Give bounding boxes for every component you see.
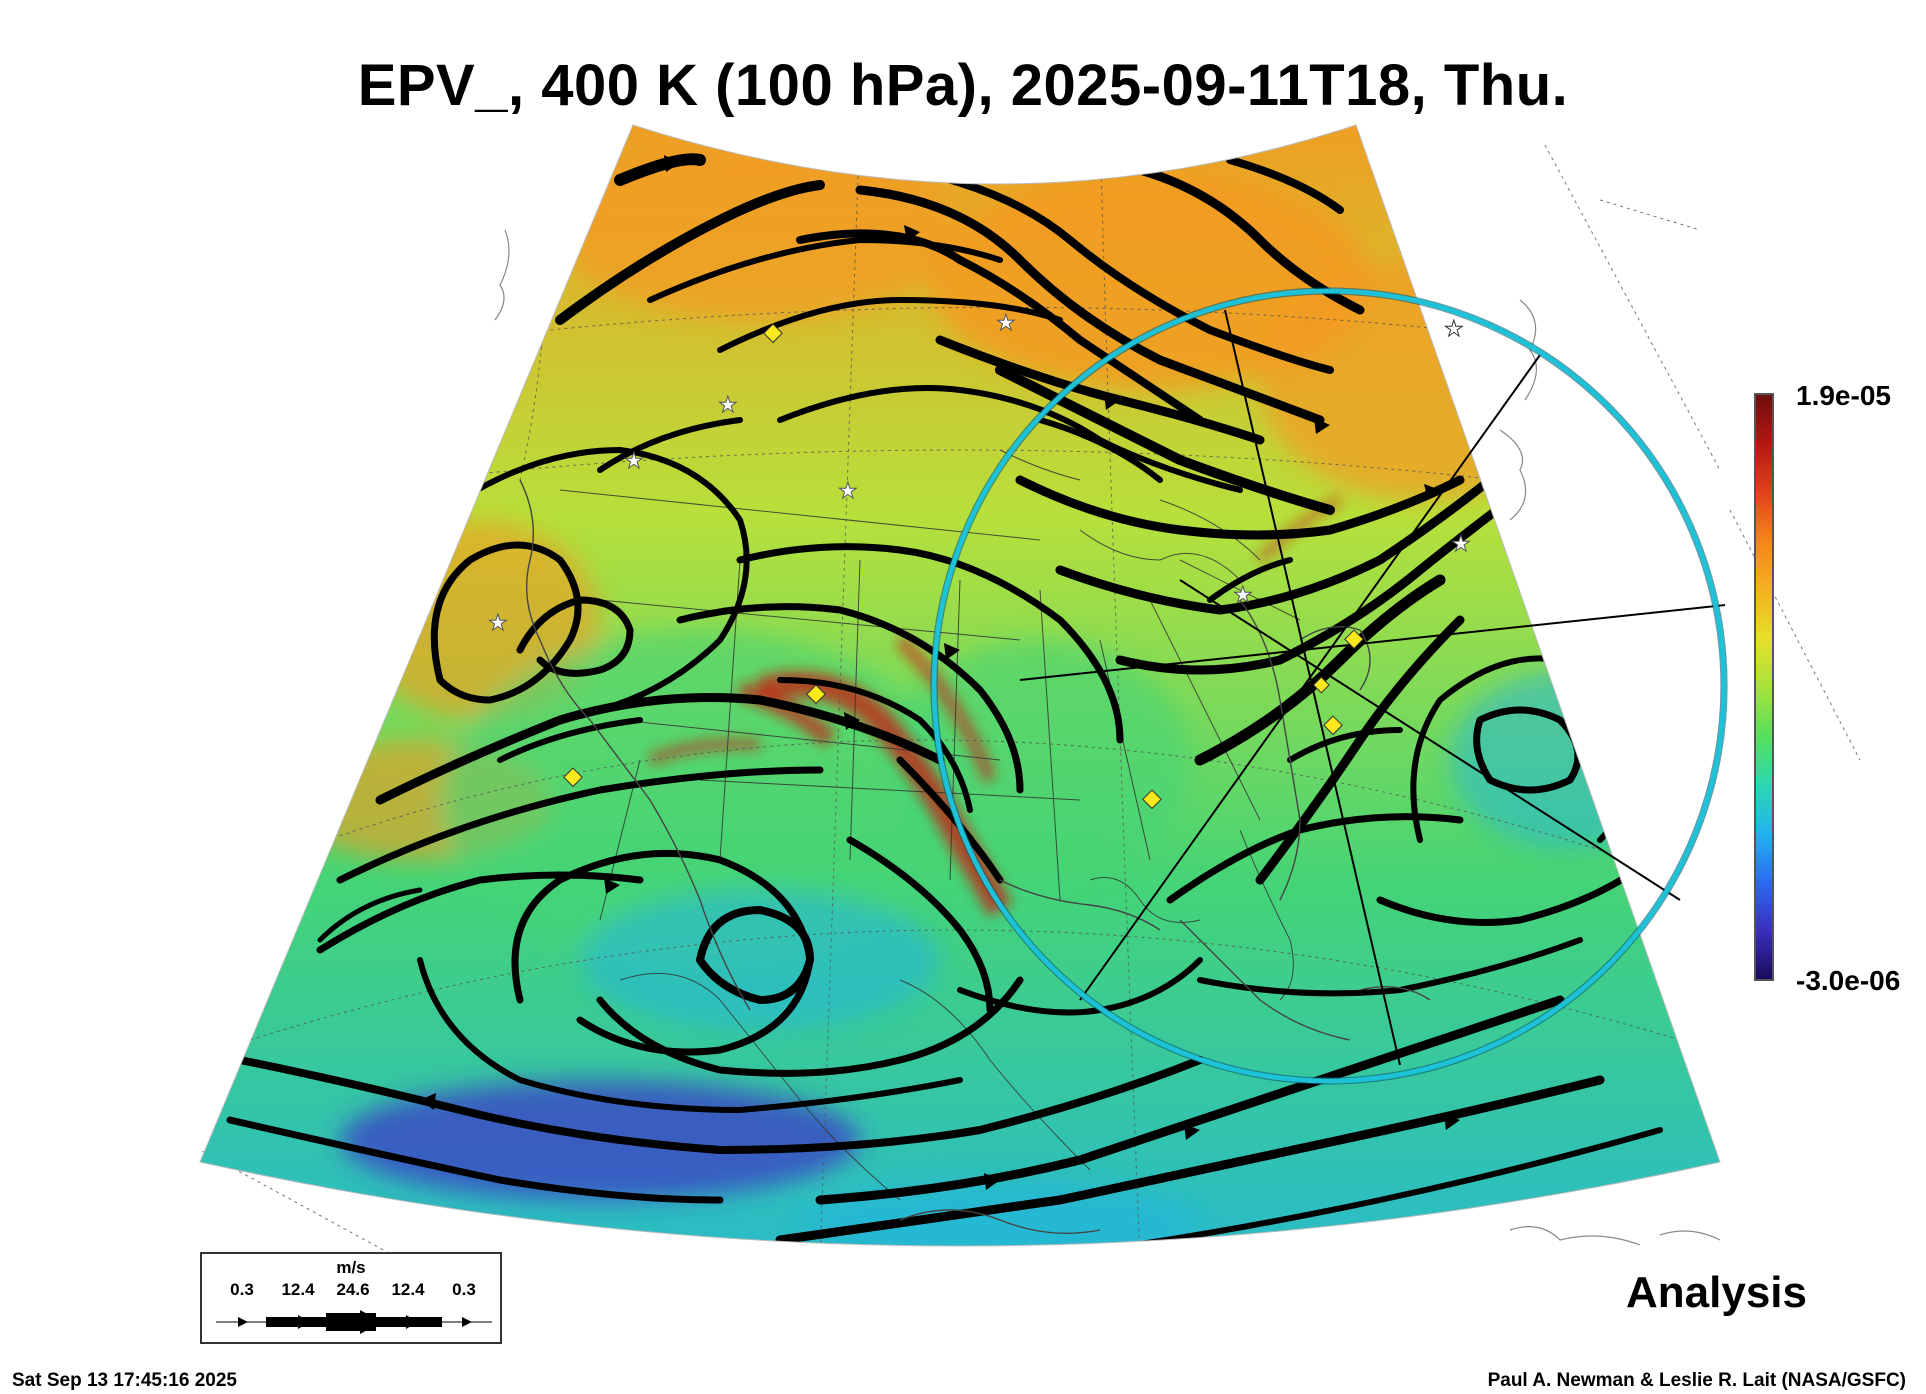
svg-text:★: ★ [996, 310, 1016, 335]
diamond-marker [1312, 676, 1330, 694]
svg-text:★: ★ [1444, 316, 1464, 341]
analysis-label: Analysis [1626, 1268, 1807, 1317]
timestamp: Sat Sep 13 17:45:16 2025 [12, 1370, 237, 1391]
legend-tick: 0.3 [230, 1280, 254, 1299]
coastlines [519, 479, 1431, 1235]
legend-tick: 0.3 [452, 1280, 476, 1299]
svg-text:★: ★ [1233, 582, 1253, 607]
colorbar-max-label: 1.9e-05 [1796, 380, 1891, 411]
diamond-marker [1142, 789, 1162, 810]
svg-text:★: ★ [1451, 531, 1471, 556]
legend-tick: 12.4 [391, 1280, 425, 1299]
station-markers [563, 323, 1364, 810]
legend-tick: 12.4 [281, 1280, 315, 1299]
satellite-range-circle [930, 287, 1728, 1085]
vector-arrowheads [420, 155, 1460, 1190]
diamond-marker [1323, 715, 1343, 736]
outer-graticule [199, 144, 1861, 1271]
svg-text:★: ★ [488, 610, 508, 635]
legend-units: m/s [336, 1258, 366, 1277]
graticule [249, 125, 1681, 1246]
map-title: EPV_, 400 K (100 hPa), 2025-09-11T18, Th… [357, 53, 1569, 118]
epv-field [200, 125, 1720, 1246]
colorbar [1754, 393, 1774, 981]
svg-text:★: ★ [718, 392, 738, 417]
star-markers: ★ ★ ★ ★ ★ ★ ★ ★ [488, 310, 1472, 636]
legend-ticks: 0.3 12.4 24.6 12.4 0.3 [202, 1280, 500, 1300]
wind-speed-legend: m/s 0.3 12.4 24.6 12.4 0.3 [200, 1252, 502, 1344]
colorbar-min-label: -3.0e-06 [1796, 965, 1901, 996]
credit-line: Paul A. Newman & Leslie R. Lait (NASA/GS… [1487, 1370, 1906, 1391]
legend-tick: 24.6 [336, 1280, 370, 1299]
diamond-marker [763, 323, 783, 344]
diamond-marker [563, 767, 583, 788]
svg-text:★: ★ [624, 448, 644, 473]
diamond-marker [806, 684, 826, 705]
legend-arrow-scale [216, 1310, 492, 1334]
outer-coastlines [494, 229, 1721, 1246]
cross-section-lines [1019, 309, 1726, 1066]
diamond-marker [1344, 629, 1364, 650]
svg-text:★: ★ [838, 478, 858, 503]
map-sector-outline [199, 124, 1721, 1247]
